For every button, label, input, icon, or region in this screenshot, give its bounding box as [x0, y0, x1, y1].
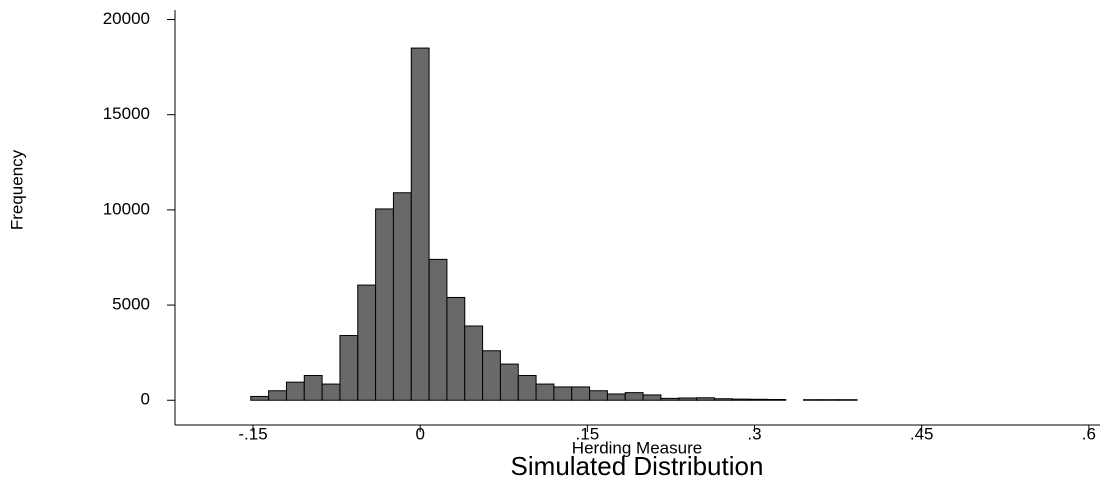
- y-tick-label: 20000: [103, 9, 150, 28]
- y-tick-label: 0: [141, 390, 150, 409]
- bar: [589, 390, 608, 401]
- bar: [357, 284, 377, 401]
- bar: [571, 386, 591, 401]
- bar: [696, 397, 715, 401]
- y-tick-label: 10000: [103, 199, 150, 218]
- x-tick-label: 0: [415, 424, 424, 443]
- bar: [482, 350, 501, 401]
- bar: [767, 398, 787, 401]
- bar: [678, 397, 698, 401]
- bar: [660, 397, 680, 401]
- bar: [838, 399, 858, 401]
- bar: [392, 192, 412, 401]
- y-axis-label: Frequency: [7, 149, 26, 230]
- bar: [268, 390, 287, 401]
- bar: [803, 399, 822, 401]
- bar: [642, 394, 662, 401]
- bar: [339, 335, 359, 401]
- bar: [250, 395, 270, 401]
- bar: [517, 375, 537, 401]
- bar: [375, 208, 394, 401]
- bar: [464, 325, 484, 401]
- x-tick-label: .45: [910, 424, 934, 443]
- bar: [410, 47, 430, 401]
- bar: [321, 383, 341, 401]
- y-tick-label: 5000: [112, 295, 150, 314]
- bar: [713, 398, 733, 401]
- y-tick-label: 15000: [103, 104, 150, 123]
- x-tick-label: .3: [747, 424, 761, 443]
- x-tick-label: -.15: [238, 424, 267, 443]
- bar: [499, 363, 519, 401]
- x-tick-label: .6: [1082, 424, 1096, 443]
- bar: [428, 258, 448, 401]
- bar: [749, 398, 769, 401]
- bar: [624, 392, 644, 401]
- x-axis-label: Herding Measure: [572, 438, 702, 457]
- bar: [731, 398, 751, 401]
- bar: [285, 381, 305, 401]
- bar: [535, 383, 555, 401]
- x-tick-label: .15: [576, 424, 600, 443]
- bar: [553, 386, 573, 401]
- bar: [446, 296, 466, 401]
- bar: [820, 399, 840, 401]
- bar: [606, 393, 626, 401]
- chart-title: Simulated Distribution: [511, 451, 764, 481]
- bar: [303, 375, 323, 401]
